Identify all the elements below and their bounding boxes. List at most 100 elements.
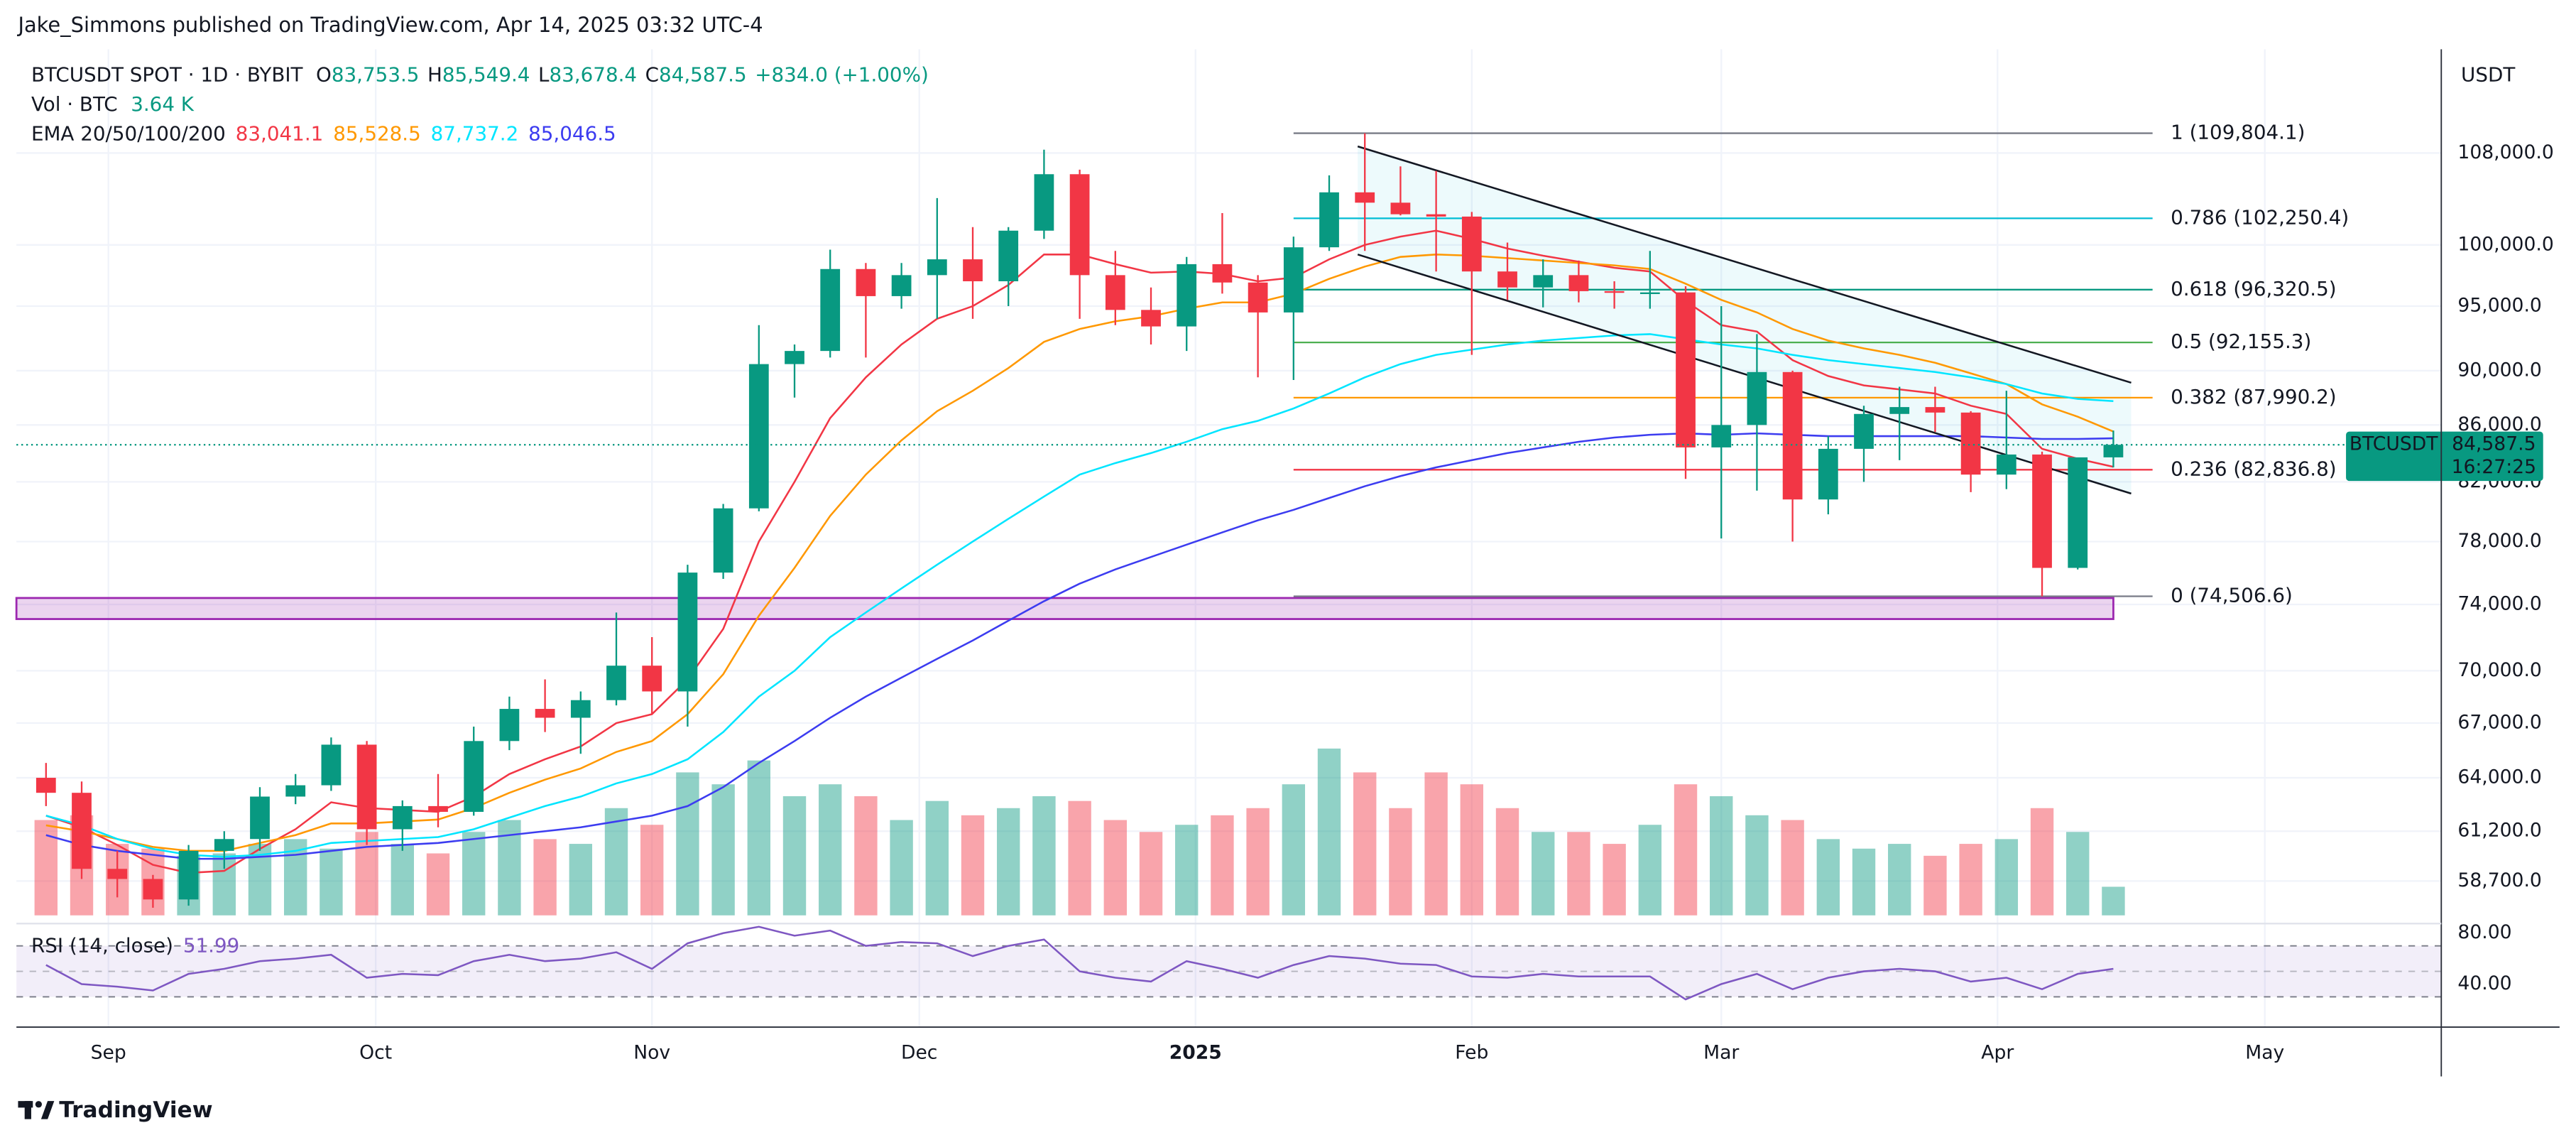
volume-bar — [1781, 820, 1804, 916]
candle-body — [143, 879, 163, 900]
candle-body — [1248, 282, 1268, 313]
volume-bar — [819, 784, 842, 916]
candle-body — [748, 364, 769, 509]
y-tick-label: 100,000.0 — [2457, 233, 2553, 255]
volume-bar — [676, 772, 699, 916]
ema-value: 85,528.5 — [333, 122, 421, 146]
volume-bar — [320, 848, 343, 916]
volume-bar — [925, 800, 949, 916]
currency-label: USDT — [2461, 63, 2516, 86]
x-tick-label: Feb — [1455, 1042, 1488, 1064]
volume-label: Vol · BTC — [31, 92, 118, 116]
candle-body — [713, 508, 733, 573]
volume-bar — [1994, 839, 2019, 916]
y-tick-label: 61,200.0 — [2457, 820, 2541, 842]
x-tick-label: May — [2245, 1042, 2284, 1064]
candle-body — [214, 839, 234, 851]
rsi-legend: RSI (14, close) 51.99 — [31, 934, 239, 957]
ohlc-value: 84,587.5 — [659, 63, 747, 86]
candle-body — [1639, 292, 1660, 294]
candle-body — [1426, 214, 1446, 217]
y-tick-label: 74,000.0 — [2457, 592, 2541, 614]
ohlc-key: L — [538, 63, 550, 86]
volume-bar — [462, 832, 486, 916]
candle-body — [1105, 275, 1125, 310]
change-value: +834.0 (+1.00%) — [755, 63, 929, 86]
candle-body — [178, 850, 199, 900]
volume-bar — [1710, 796, 1733, 916]
volume-bar — [997, 808, 1020, 916]
volume-bar — [533, 839, 557, 916]
candle-body — [2068, 457, 2088, 568]
rsi-value: 51.99 — [183, 934, 239, 957]
candle-body — [1319, 192, 1339, 248]
logo-stem — [24, 1101, 31, 1119]
ema-line — [45, 333, 2114, 858]
volume-bar — [426, 853, 450, 916]
fib-label: 0.786 (102,250.4) — [2171, 205, 2349, 229]
candle-body — [1390, 202, 1411, 215]
volume-bar — [961, 815, 985, 916]
candle-body — [1747, 371, 1767, 425]
x-tick-label: 2025 — [1169, 1042, 1222, 1064]
volume-bar — [1353, 772, 1377, 916]
candle-body — [428, 805, 448, 812]
y-tick-label: 108,000.0 — [2457, 141, 2553, 163]
volume-bar — [854, 796, 878, 916]
volume-bar — [640, 825, 664, 916]
ohlc-key: C — [645, 63, 659, 86]
volume-bar — [34, 820, 58, 916]
candle-body — [570, 700, 591, 718]
fib-label: 1 (109,804.1) — [2171, 121, 2305, 144]
volume-bar — [1424, 772, 1448, 916]
candle-body — [1283, 247, 1304, 313]
fib-label: 0.618 (96,320.5) — [2171, 277, 2337, 300]
volume-bar — [2102, 886, 2125, 916]
fib-label: 0 (74,506.6) — [2171, 584, 2293, 607]
y-tick-label: 64,000.0 — [2457, 766, 2541, 788]
volume-bar — [1888, 844, 1911, 916]
symbol-legend: BTCUSDT SPOT · 1D · BYBIT O83,753.5 H85,54… — [31, 63, 929, 86]
volume-bar — [604, 808, 628, 916]
volume-legend: Vol · BTC 3.64 K — [31, 92, 195, 116]
volume-bar — [1852, 848, 1876, 916]
fib-label: 0.236 (82,836.8) — [2171, 457, 2337, 480]
publisher-line: Jake_Simmons published on TradingView.co… — [16, 13, 763, 37]
candle-body — [1854, 413, 1874, 449]
rsi-tick-label: 40.00 — [2457, 972, 2511, 994]
ema-line — [45, 432, 2114, 860]
volume-bar — [1460, 784, 1484, 916]
y-tick-label: 67,000.0 — [2457, 712, 2541, 734]
x-tick-label: Sep — [91, 1042, 126, 1064]
candle-body — [606, 666, 626, 700]
volume-bar — [1103, 820, 1128, 916]
ohlc-value: 83,753.5 — [332, 63, 420, 86]
volume-bar — [569, 844, 593, 916]
volume-bar — [2066, 832, 2090, 916]
volume-bar — [1389, 808, 1412, 916]
candle-body — [1925, 407, 1945, 413]
y-tick-label: 78,000.0 — [2457, 530, 2541, 552]
volume-value: 3.64 K — [131, 92, 195, 116]
volume-bar — [1068, 800, 1091, 916]
volume-bar — [1567, 832, 1590, 916]
support-zone — [15, 597, 2114, 620]
ema-value: 83,041.1 — [236, 122, 324, 146]
candle-body — [963, 259, 983, 282]
volume-bar — [1282, 784, 1306, 916]
candle-body — [998, 230, 1019, 282]
candle-body — [1141, 310, 1161, 327]
volume-bar — [1816, 839, 1840, 916]
candle-body — [891, 275, 912, 296]
volume-bar — [1495, 808, 1519, 916]
fib-label: 0.382 (87,990.2) — [2171, 385, 2337, 408]
candle-body — [2103, 445, 2124, 457]
candle-body — [1497, 271, 1517, 288]
channel-fill — [1358, 146, 2132, 494]
volume-bar — [1603, 844, 1626, 916]
rsi-title: RSI (14, close) — [31, 934, 173, 957]
symbol-line: BTCUSDT SPOT · 1D · BYBIT — [31, 63, 304, 86]
x-tick-label: Dec — [901, 1042, 937, 1064]
candle-body — [677, 572, 698, 692]
